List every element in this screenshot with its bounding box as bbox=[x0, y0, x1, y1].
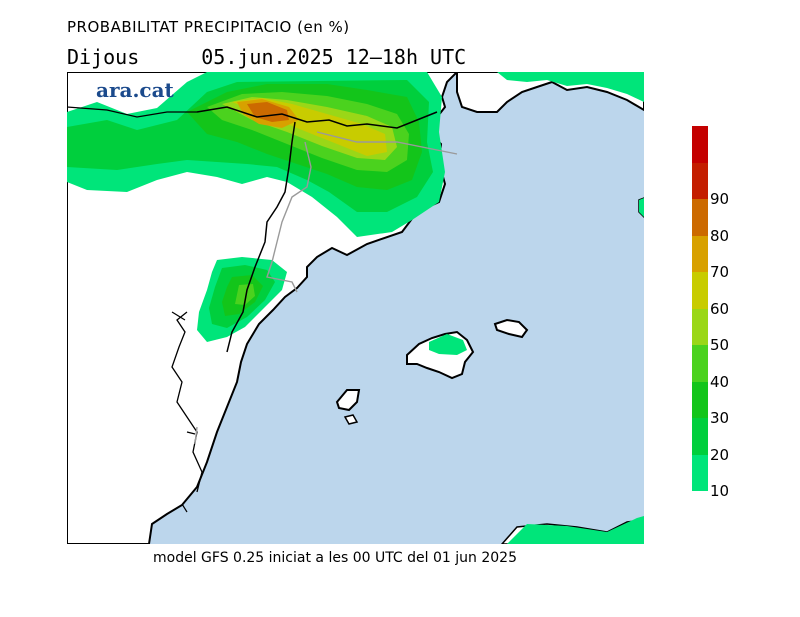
forecast-day: Dijous bbox=[67, 45, 140, 69]
legend-label: 90 bbox=[710, 190, 730, 208]
border-spain-france bbox=[196, 106, 438, 129]
brand-logo[interactable]: ara.cat bbox=[96, 78, 174, 102]
chart-title: PROBABILITAT PRECIPITACIO (en %) bbox=[67, 18, 350, 36]
border-catalonia-aragon bbox=[226, 121, 296, 353]
border-valencia-inland bbox=[171, 311, 203, 493]
legend-swatch bbox=[692, 272, 708, 309]
legend-swatch-top bbox=[692, 126, 708, 163]
probability-contour bbox=[639, 198, 644, 217]
legend-swatch bbox=[692, 418, 708, 455]
border-aragon-navarra bbox=[67, 106, 197, 118]
legend-swatch bbox=[692, 162, 708, 199]
probability-contour bbox=[507, 516, 644, 544]
probability-contour bbox=[235, 284, 255, 305]
island-formentera bbox=[343, 414, 359, 425]
legend-label: 10 bbox=[710, 482, 730, 500]
legend-swatch bbox=[692, 454, 708, 491]
legend-label: 80 bbox=[710, 226, 730, 245]
legend-swatch bbox=[692, 345, 708, 382]
legend-swatch bbox=[692, 381, 708, 418]
border-admin-grey bbox=[194, 131, 458, 445]
precipitation-contours bbox=[67, 72, 644, 544]
island-menorca bbox=[493, 318, 529, 339]
legend-label: 20 bbox=[710, 445, 730, 464]
legend-swatch bbox=[692, 199, 708, 236]
precipitation-probability-map bbox=[67, 72, 644, 544]
model-info: model GFS 0.25 iniciat a les 00 UTC del … bbox=[153, 550, 517, 566]
border-valencia-coast bbox=[171, 311, 196, 513]
legend-swatch bbox=[692, 235, 708, 272]
legend-label: 40 bbox=[710, 372, 730, 391]
legend-label: 70 bbox=[710, 263, 730, 281]
forecast-date-range: 05.jun.2025 12–18h UTC bbox=[201, 45, 467, 69]
probability-contour bbox=[429, 334, 467, 355]
forecast-period: Dijous 05.jun.2025 12–18h UTC bbox=[67, 45, 466, 69]
probability-contour bbox=[497, 72, 644, 102]
legend-label: 30 bbox=[710, 409, 730, 427]
island-ibiza bbox=[335, 389, 361, 412]
legend-label: 60 bbox=[710, 299, 730, 318]
legend-label: 50 bbox=[710, 336, 730, 354]
legend-swatch bbox=[692, 308, 708, 345]
